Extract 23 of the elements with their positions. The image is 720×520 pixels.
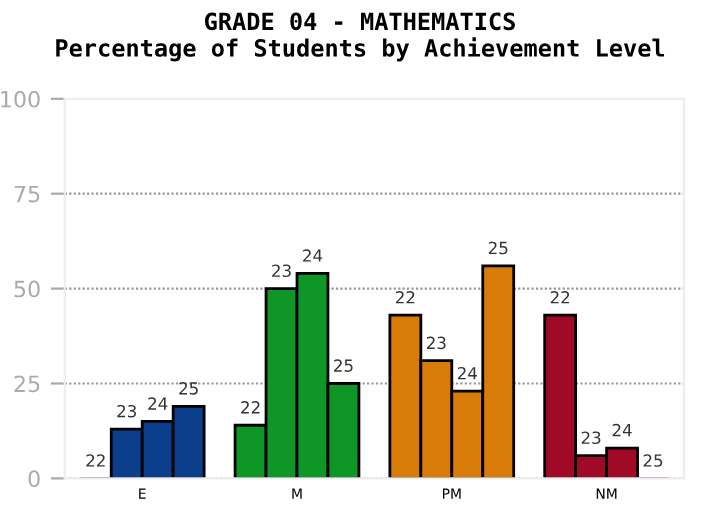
series-label: 25 — [334, 359, 353, 372]
text: 23 — [581, 431, 601, 445]
series-label: 24 — [148, 397, 168, 410]
y-tick-label: 75 — [14, 185, 40, 203]
text: 25 — [179, 382, 198, 395]
chart-subtitle: Percentage of Students by Achievement Level — [56, 37, 665, 62]
text: 23 — [426, 336, 446, 350]
series-label: 23 — [117, 404, 136, 418]
text: 22 — [550, 291, 570, 304]
text: 23 — [272, 264, 291, 278]
text: 24 — [457, 366, 477, 380]
text: 22 — [395, 291, 415, 304]
series-label: 22 — [86, 454, 105, 467]
text: 22 — [241, 401, 260, 414]
y-tick-label: 100 — [1, 90, 40, 108]
y-tick-label: 50 — [14, 280, 40, 298]
y-tick-label: 0 — [28, 470, 40, 488]
chart-title: GRADE 04 - MATHEMATICS — [204, 12, 515, 31]
text: 25 — [488, 241, 508, 255]
y-tick-label: 25 — [14, 375, 40, 393]
text: 24 — [303, 249, 323, 262]
text: 24 — [612, 423, 632, 437]
text: 25 — [643, 454, 663, 467]
